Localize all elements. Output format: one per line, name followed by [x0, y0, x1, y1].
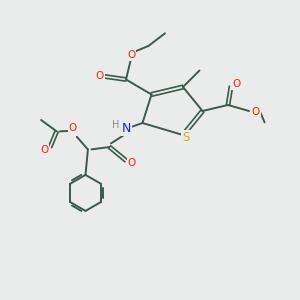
- Text: O: O: [128, 158, 136, 169]
- Text: O: O: [69, 123, 77, 134]
- Text: N: N: [122, 122, 131, 136]
- Text: H: H: [112, 120, 119, 130]
- Text: O: O: [232, 79, 241, 89]
- Text: S: S: [182, 131, 190, 144]
- Text: O: O: [40, 145, 48, 155]
- Text: O: O: [251, 107, 260, 117]
- Text: O: O: [95, 71, 104, 81]
- Text: O: O: [127, 50, 136, 61]
